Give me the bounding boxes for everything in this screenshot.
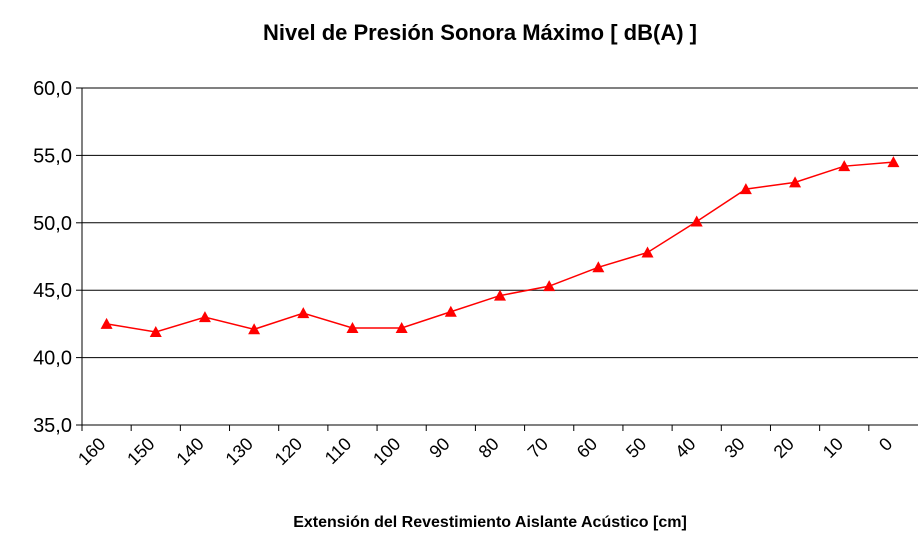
marker (592, 261, 605, 273)
marker (395, 321, 408, 333)
marker (690, 215, 703, 227)
marker (248, 323, 261, 335)
y-tick-label: 35,0 (33, 415, 72, 437)
marker (346, 321, 359, 333)
y-tick-label: 55,0 (33, 145, 72, 167)
marker (100, 317, 113, 329)
x-tick-label: 90 (425, 434, 453, 462)
marker (887, 156, 900, 168)
x-tick-label: 20 (770, 434, 798, 462)
x-tick-label: 50 (622, 434, 650, 462)
x-tick-label: 110 (321, 434, 355, 468)
marker (789, 176, 802, 188)
marker (297, 307, 310, 319)
x-axis-label: Extensión del Revestimiento Aislante Acú… (293, 514, 687, 531)
y-tick-label: 60,0 (33, 78, 72, 100)
marker (543, 280, 556, 292)
x-tick-label: 30 (720, 434, 748, 462)
marker (641, 246, 654, 258)
marker (149, 325, 162, 337)
x-tick-label: 160 (74, 434, 109, 469)
series-line (106, 161, 894, 333)
x-tick-label: 40 (671, 434, 699, 462)
x-tick-label: 140 (172, 434, 207, 469)
y-tick-label: 40,0 (33, 348, 72, 370)
x-tick-label: 150 (123, 434, 158, 469)
y-tick-label: 45,0 (33, 280, 72, 302)
chart-title: Nivel de Presión Sonora Máximo [ dB(A) ] (263, 20, 697, 45)
y-tick-label: 50,0 (33, 213, 72, 235)
marker (444, 305, 457, 317)
x-tick-label: 80 (475, 434, 503, 462)
x-tick-label: 0 (875, 434, 896, 455)
x-tick-label: 130 (222, 434, 257, 469)
x-tick-label: 120 (271, 434, 306, 469)
marker (739, 183, 752, 195)
x-tick-label: 100 (369, 434, 404, 469)
x-tick-label: 60 (573, 434, 601, 462)
x-tick-label: 70 (524, 434, 552, 462)
marker (198, 311, 211, 323)
marker (838, 160, 851, 172)
x-tick-label: 10 (819, 434, 847, 462)
marker (494, 289, 506, 301)
